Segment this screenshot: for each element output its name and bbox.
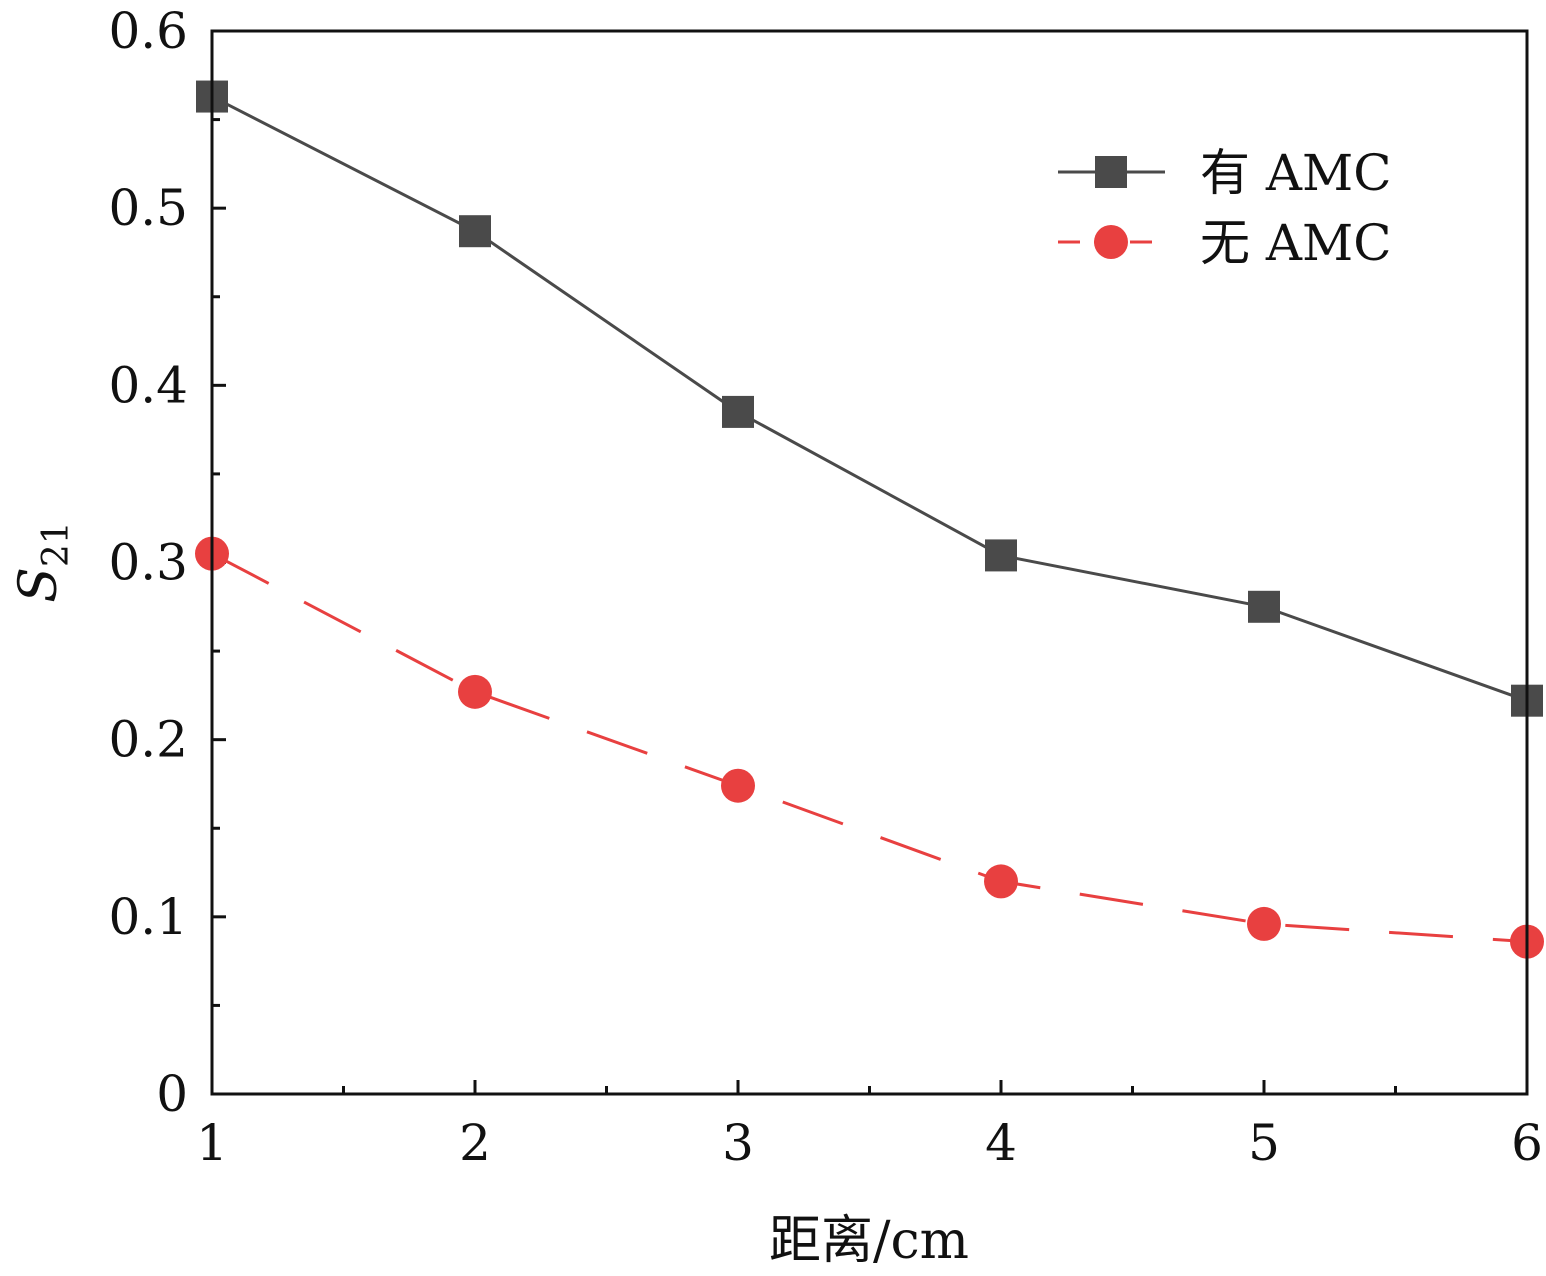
x-tick-label: 4	[985, 1114, 1017, 1172]
y-axis-title: S21	[9, 521, 77, 602]
y-tick-label: 0.3	[108, 534, 188, 592]
legend-marker-series-2	[1094, 225, 1128, 259]
y-tick-label: 0	[156, 1065, 188, 1123]
data-point-series-2	[984, 864, 1018, 899]
series-line-2	[211, 552, 1528, 944]
data-point-series-1	[722, 395, 754, 428]
legend-label-series-1: 有 AMC	[1200, 144, 1391, 202]
data-point-series-2	[721, 768, 755, 803]
series-line-1	[211, 95, 1528, 703]
legend: 有 AMC 无 AMC	[1058, 144, 1391, 272]
y-tick-label: 0.2	[108, 711, 188, 769]
data-point-series-2	[458, 674, 492, 709]
data-point-series-1	[1248, 590, 1280, 623]
x-tick-label: 5	[1248, 1114, 1280, 1172]
series-layer	[195, 80, 1544, 959]
legend-marker-series-1	[1095, 156, 1127, 188]
x-tick-label: 1	[196, 1114, 228, 1172]
y-tick-label: 0.4	[108, 356, 188, 414]
data-point-series-1	[459, 215, 491, 248]
y-axis-title-main: S	[9, 567, 69, 603]
data-point-series-2	[1247, 906, 1281, 941]
x-tick-label: 3	[722, 1114, 754, 1172]
y-tick-label: 0.1	[108, 888, 188, 946]
y-tick-label: 0.6	[108, 2, 188, 60]
x-axis-title: 距离/cm	[769, 1211, 969, 1271]
svg-text:S21: S21	[9, 521, 77, 602]
x-tick-label: 6	[1511, 1114, 1543, 1172]
y-axis-title-sub: 21	[36, 521, 77, 567]
legend-label-series-2: 无 AMC	[1200, 214, 1391, 272]
tick-labels-layer: 1 2 3 4 5 6 0 0.1 0.2 0.3 0.4 0.5 0.6	[108, 2, 1542, 1172]
data-point-series-1	[985, 539, 1017, 572]
plot-frame	[210, 29, 1529, 1096]
x-tick-label: 2	[459, 1114, 491, 1172]
y-tick-label: 0.5	[108, 179, 188, 237]
